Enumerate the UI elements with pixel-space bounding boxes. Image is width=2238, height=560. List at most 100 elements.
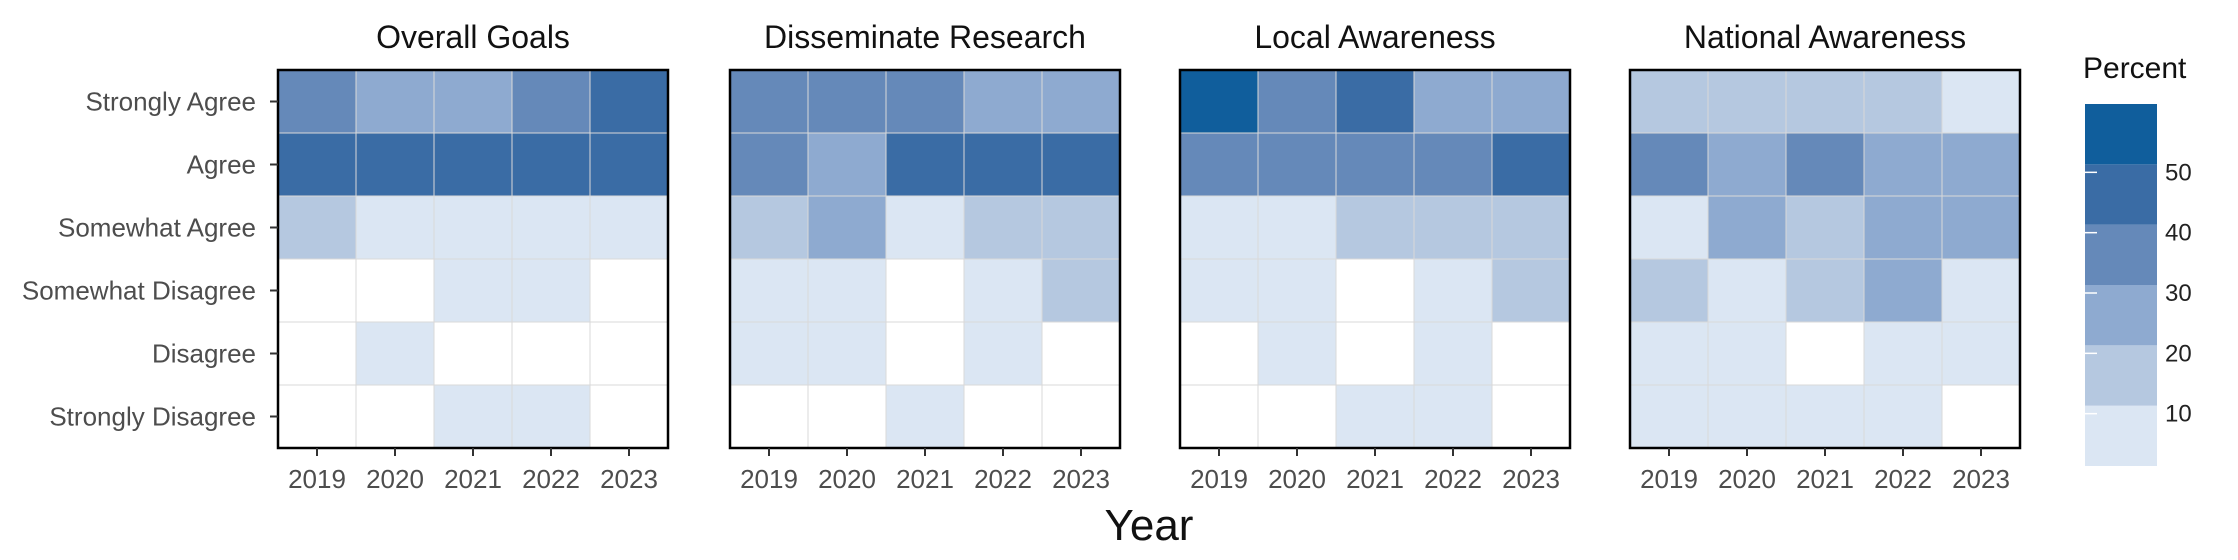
x-tick-label: 2021	[896, 464, 954, 494]
x-tick-label: 2020	[1718, 464, 1776, 494]
heatmap-cell	[1941, 258, 2021, 323]
x-tick-label: 2019	[740, 464, 798, 494]
heatmap-cell	[1491, 132, 1571, 197]
legend-swatch	[2085, 285, 2157, 346]
x-tick-label: 2022	[522, 464, 580, 494]
heatmap-cell	[963, 258, 1043, 323]
heatmap-cell	[1629, 384, 1709, 449]
y-tick-label: Agree	[187, 150, 256, 180]
heatmap-cell	[1335, 195, 1415, 260]
legend-color-bar	[2085, 104, 2157, 466]
panel-3: National Awareness 2019 2020 2021 2022 2023	[1628, 19, 2022, 494]
heatmap-cell	[1785, 321, 1865, 386]
heatmap-cell	[1041, 321, 1121, 386]
heatmap-cell	[433, 69, 513, 134]
x-tick-label: 2020	[366, 464, 424, 494]
x-tick-label: 2023	[1952, 464, 2010, 494]
heatmap-cell	[729, 384, 809, 449]
heatmap-cell	[589, 69, 669, 134]
heatmap-cell	[1413, 384, 1493, 449]
heatmap-cell	[807, 132, 887, 197]
heatmap-cell	[1491, 321, 1571, 386]
x-tick-label: 2020	[1268, 464, 1326, 494]
heatmap-cell	[277, 132, 357, 197]
heatmap-cell	[1179, 258, 1259, 323]
heatmap-cell	[963, 321, 1043, 386]
heatmap-cell	[433, 384, 513, 449]
x-tick-label: 2021	[1796, 464, 1854, 494]
heatmap-cell	[433, 258, 513, 323]
heatmap-cell	[729, 258, 809, 323]
heatmap-cell	[589, 195, 669, 260]
heatmap-cell	[1707, 258, 1787, 323]
heatmap-cell	[1413, 69, 1493, 134]
legend-swatch	[2085, 164, 2157, 225]
heatmap-cell	[807, 195, 887, 260]
legend-tick-label: 10	[2165, 401, 2192, 428]
response-axis: Strongly Agree Agree Somewhat Agree Somewha…	[22, 87, 278, 432]
y-tick-label: Disagree	[152, 339, 256, 369]
heatmap-cell	[1941, 321, 2021, 386]
legend-swatch	[2085, 224, 2157, 285]
heatmap-cell	[729, 69, 809, 134]
heatmap-cell	[1941, 384, 2021, 449]
x-tick-label: 2023	[1052, 464, 1110, 494]
heatmap-cell	[1785, 69, 1865, 134]
x-tick-label: 2019	[288, 464, 346, 494]
heatmap-cell	[1863, 132, 1943, 197]
legend-tick-labels: 10 20 30 40 50	[2085, 159, 2192, 428]
x-tick-label: 2022	[974, 464, 1032, 494]
heatmap-cell	[1335, 321, 1415, 386]
x-tick-label: 2019	[1640, 464, 1698, 494]
heatmap-cell	[1863, 258, 1943, 323]
heatmap-cell	[885, 69, 965, 134]
x-axis-title: Year	[1105, 501, 1194, 550]
heatmap-cell	[1041, 132, 1121, 197]
heatmap-cell	[963, 69, 1043, 134]
legend-tick-label: 30	[2165, 280, 2192, 307]
heatmap-cell	[1041, 69, 1121, 134]
legend-swatch	[2085, 345, 2157, 406]
heatmap-cell	[1491, 69, 1571, 134]
heatmap-cell	[1941, 69, 2021, 134]
legend-title: Percent	[2083, 52, 2187, 85]
heatmap-cell	[1413, 132, 1493, 197]
heatmap-cell	[511, 132, 591, 197]
heatmap-cell	[1785, 258, 1865, 323]
heatmap-cell	[511, 321, 591, 386]
heatmap-cell	[277, 258, 357, 323]
heatmap-cell	[1941, 132, 2021, 197]
heatmap-cell	[1629, 132, 1709, 197]
heatmap-cell	[433, 321, 513, 386]
heatmap-cell	[433, 195, 513, 260]
x-tick-label: 2021	[1346, 464, 1404, 494]
x-tick-label: 2023	[1502, 464, 1560, 494]
y-tick-label: Somewhat Disagree	[22, 276, 256, 306]
heatmap-cell	[1257, 384, 1337, 449]
heatmap-cell	[277, 69, 357, 134]
heatmap-cell	[1491, 195, 1571, 260]
heatmap-cell	[1257, 258, 1337, 323]
legend-swatch	[2085, 405, 2157, 466]
heatmap-cell	[1629, 195, 1709, 260]
x-tick-label: 2021	[444, 464, 502, 494]
legend-tick-label: 50	[2165, 159, 2192, 186]
heatmap-cell	[1257, 132, 1337, 197]
panel-title: National Awareness	[1684, 19, 1966, 55]
heatmap-cell	[1707, 69, 1787, 134]
heatmap-cell	[1707, 384, 1787, 449]
heatmap-cell	[1041, 258, 1121, 323]
heatmap-cell	[1257, 195, 1337, 260]
heatmap-cell	[885, 258, 965, 323]
y-tick-label: Strongly Disagree	[49, 402, 256, 432]
heatmap-cell	[511, 195, 591, 260]
heatmap-cell	[433, 132, 513, 197]
heatmap-cell	[589, 384, 669, 449]
panel-0: Overall Goals 2019 2020 2021 2022 2023	[276, 19, 670, 494]
heatmap-cell	[729, 132, 809, 197]
heatmap-cell	[1257, 321, 1337, 386]
heatmap-cell	[1335, 132, 1415, 197]
heatmap-cell	[1179, 384, 1259, 449]
